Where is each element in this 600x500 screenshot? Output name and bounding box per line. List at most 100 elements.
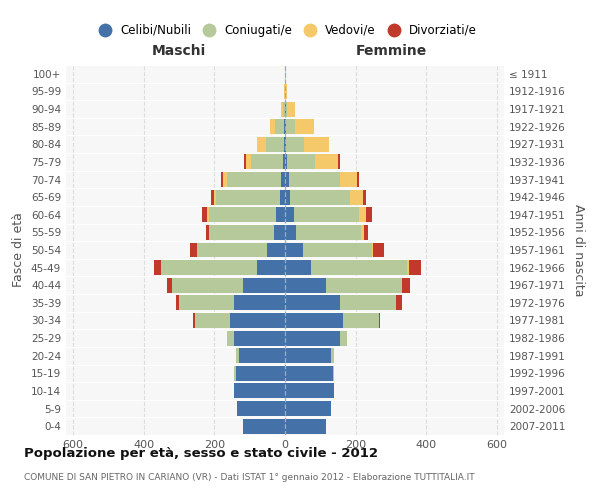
Bar	[284, 119, 285, 134]
Bar	[294, 208, 359, 222]
Text: Femmine: Femmine	[355, 44, 427, 58]
Bar	[285, 154, 287, 170]
Bar	[287, 102, 295, 116]
Bar	[238, 401, 285, 416]
Bar	[326, 278, 401, 292]
Bar	[227, 330, 234, 345]
Bar	[286, 102, 287, 116]
Bar	[275, 119, 284, 134]
Bar	[285, 190, 290, 204]
Bar	[230, 313, 285, 328]
Bar	[366, 208, 371, 222]
Text: Popolazione per età, sesso e stato civile - 2012: Popolazione per età, sesso e stato civil…	[24, 448, 378, 460]
Bar	[227, 172, 281, 187]
Bar	[285, 102, 286, 116]
Bar	[236, 366, 285, 381]
Y-axis label: Fasce di età: Fasce di età	[13, 212, 25, 288]
Bar	[179, 296, 234, 310]
Bar	[193, 313, 195, 328]
Bar	[340, 296, 396, 310]
Bar	[285, 242, 302, 258]
Bar	[302, 242, 371, 258]
Bar	[285, 366, 332, 381]
Bar	[251, 154, 283, 170]
Bar	[286, 119, 295, 134]
Bar	[223, 172, 227, 187]
Bar	[285, 84, 287, 99]
Bar	[304, 137, 329, 152]
Bar	[285, 260, 311, 275]
Bar	[154, 260, 161, 275]
Bar	[161, 260, 257, 275]
Bar	[270, 119, 275, 134]
Bar	[268, 242, 285, 258]
Bar	[289, 172, 340, 187]
Bar	[281, 172, 285, 187]
Bar	[246, 154, 251, 170]
Bar	[340, 330, 347, 345]
Bar	[285, 119, 286, 134]
Bar	[283, 102, 285, 116]
Y-axis label: Anni di nascita: Anni di nascita	[572, 204, 585, 296]
Bar	[283, 154, 285, 170]
Bar	[286, 137, 304, 152]
Bar	[359, 208, 366, 222]
Bar	[285, 348, 331, 363]
Bar	[332, 366, 334, 381]
Bar	[350, 190, 363, 204]
Bar	[234, 366, 236, 381]
Bar	[257, 260, 285, 275]
Bar	[216, 190, 280, 204]
Bar	[234, 296, 285, 310]
Bar	[363, 190, 366, 204]
Bar	[206, 225, 209, 240]
Legend: Celibi/Nubili, Coniugati/e, Vedovi/e, Divorziati/e: Celibi/Nubili, Coniugati/e, Vedovi/e, Di…	[88, 19, 482, 42]
Bar	[285, 330, 340, 345]
Bar	[285, 296, 340, 310]
Bar	[285, 208, 294, 222]
Bar	[281, 102, 283, 116]
Bar	[358, 172, 359, 187]
Bar	[311, 260, 407, 275]
Bar	[280, 190, 285, 204]
Bar	[167, 278, 172, 292]
Bar	[407, 260, 409, 275]
Bar	[285, 66, 286, 82]
Bar	[379, 313, 380, 328]
Bar	[239, 348, 285, 363]
Bar	[284, 137, 285, 152]
Bar	[197, 242, 268, 258]
Bar	[234, 330, 285, 345]
Bar	[343, 313, 379, 328]
Bar	[207, 208, 209, 222]
Bar	[221, 172, 223, 187]
Bar	[214, 190, 216, 204]
Bar	[409, 260, 421, 275]
Bar	[296, 225, 361, 240]
Bar	[209, 225, 274, 240]
Bar	[234, 384, 285, 398]
Bar	[172, 278, 242, 292]
Bar	[276, 208, 285, 222]
Bar	[285, 278, 326, 292]
Bar	[285, 313, 343, 328]
Bar	[285, 172, 289, 187]
Bar	[331, 348, 334, 363]
Bar	[211, 190, 214, 204]
Bar	[285, 384, 334, 398]
Bar	[371, 242, 373, 258]
Bar	[290, 190, 350, 204]
Bar	[401, 278, 410, 292]
Bar	[295, 119, 314, 134]
Bar	[236, 348, 239, 363]
Bar	[285, 401, 331, 416]
Bar	[285, 225, 296, 240]
Bar	[315, 154, 338, 170]
Text: Maschi: Maschi	[152, 44, 206, 58]
Bar	[202, 208, 207, 222]
Bar	[340, 172, 358, 187]
Bar	[195, 313, 230, 328]
Bar	[209, 208, 276, 222]
Bar	[361, 225, 364, 240]
Bar	[257, 137, 266, 152]
